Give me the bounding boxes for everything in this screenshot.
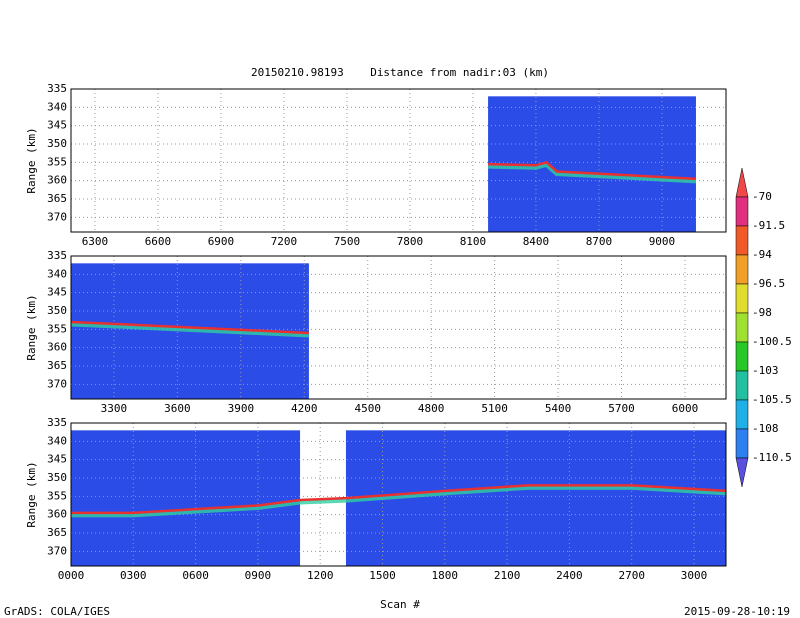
y-tick-label: 335	[47, 82, 67, 95]
x-tick-label: 1500	[369, 569, 396, 582]
colorbar-band	[735, 370, 749, 401]
y-tick-label: 360	[47, 174, 67, 187]
surface-line	[71, 484, 727, 515]
x-tick-label: 5400	[545, 402, 572, 415]
x-tick-label: 5100	[481, 402, 508, 415]
x-tick-label: 5700	[608, 402, 635, 415]
colorbar-label: -100.5	[752, 335, 792, 348]
y-tick-label: 335	[47, 249, 67, 262]
y-tick-label: 355	[47, 489, 67, 502]
y-tick-label: 370	[47, 544, 67, 557]
y-tick-label: 360	[47, 341, 67, 354]
surface-line	[70, 320, 309, 335]
x-tick-label: 3000	[681, 569, 708, 582]
x-tick-label: 3900	[228, 402, 255, 415]
x-tick-label: 2100	[494, 569, 521, 582]
colorbar-label: -110.5	[752, 451, 792, 464]
x-tick-label: 3300	[101, 402, 128, 415]
x-tick-label: 3600	[164, 402, 191, 415]
y-tick-label: 365	[47, 192, 67, 205]
colorbar-label: -103	[752, 364, 779, 377]
y-tick-label: 350	[47, 304, 67, 317]
x-tick-label: 6300	[82, 235, 109, 248]
x-tick-label: 7500	[334, 235, 361, 248]
surface-halo	[71, 484, 727, 518]
colorbar-band	[735, 225, 749, 256]
y-tick-label: 345	[47, 286, 67, 299]
x-tick-label: 8100	[460, 235, 487, 248]
y-tick-label: 355	[47, 322, 67, 335]
y-tick-label: 350	[47, 471, 67, 484]
x-tick-label: 1800	[432, 569, 459, 582]
data-block	[345, 430, 726, 566]
x-tick-label: 8700	[586, 235, 613, 248]
colorbar-cap	[735, 457, 749, 488]
colorbar-band	[735, 283, 749, 314]
x-tick-label: 4800	[418, 402, 445, 415]
surface-line	[488, 160, 697, 181]
x-tick-label: 8400	[523, 235, 550, 248]
x-tick-label: 0000	[58, 569, 85, 582]
colorbar-label: -105.5	[752, 393, 792, 406]
y-tick-label: 345	[47, 453, 67, 466]
y-axis-label: Range (km)	[25, 461, 38, 527]
y-tick-label: 340	[47, 267, 67, 280]
x-tick-label: 2700	[618, 569, 645, 582]
x-tick-label: 6000	[672, 402, 699, 415]
colorbar-label: -96.5	[752, 277, 785, 290]
colorbar-band	[735, 428, 749, 459]
plot-frame	[70, 88, 727, 233]
colorbar-label: -70	[752, 190, 772, 203]
x-tick-label: 2400	[556, 569, 583, 582]
colorbar-band	[735, 312, 749, 343]
y-tick-label: 340	[47, 434, 67, 447]
colorbar-cap	[735, 167, 749, 198]
chart-title: 20150210.98193 Distance from nadir:03 (k…	[251, 66, 549, 79]
footer-left: GrADS: COLA/IGES	[4, 605, 110, 618]
y-tick-label: 360	[47, 508, 67, 521]
y-tick-label: 370	[47, 210, 67, 223]
x-axis-label: Scan #	[380, 598, 420, 611]
y-tick-label: 345	[47, 119, 67, 132]
x-tick-label: 0300	[120, 569, 147, 582]
x-tick-label: 7200	[271, 235, 298, 248]
y-tick-label: 340	[47, 100, 67, 113]
colorbar-label: -98	[752, 306, 772, 319]
y-tick-label: 335	[47, 416, 67, 429]
x-tick-label: 4500	[354, 402, 381, 415]
colorbar-band	[735, 399, 749, 430]
plot-frame	[70, 422, 727, 567]
data-block	[71, 430, 301, 566]
plot-frame	[70, 255, 727, 400]
colorbar-band	[735, 254, 749, 285]
x-tick-label: 6900	[208, 235, 235, 248]
x-tick-label: 0600	[182, 569, 209, 582]
x-tick-label: 6600	[145, 235, 172, 248]
x-tick-label: 9000	[649, 235, 676, 248]
x-tick-label: 4200	[291, 402, 318, 415]
colorbar-label: -91.5	[752, 219, 785, 232]
surface-halo	[70, 321, 310, 338]
y-tick-label: 365	[47, 526, 67, 539]
colorbar-band	[735, 196, 749, 227]
y-tick-label: 370	[47, 377, 67, 390]
y-axis-label: Range (km)	[25, 294, 38, 360]
y-tick-label: 350	[47, 137, 67, 150]
colorbar-label: -108	[752, 422, 779, 435]
colorbar-label: -94	[752, 248, 772, 261]
y-tick-label: 355	[47, 155, 67, 168]
colorbar-band	[735, 341, 749, 372]
surface-halo	[488, 161, 697, 184]
y-axis-label: Range (km)	[25, 127, 38, 193]
x-tick-label: 1200	[307, 569, 334, 582]
x-tick-label: 7800	[397, 235, 424, 248]
footer-right: 2015-09-28-10:19	[684, 605, 790, 618]
y-tick-label: 365	[47, 359, 67, 372]
x-tick-label: 0900	[245, 569, 272, 582]
